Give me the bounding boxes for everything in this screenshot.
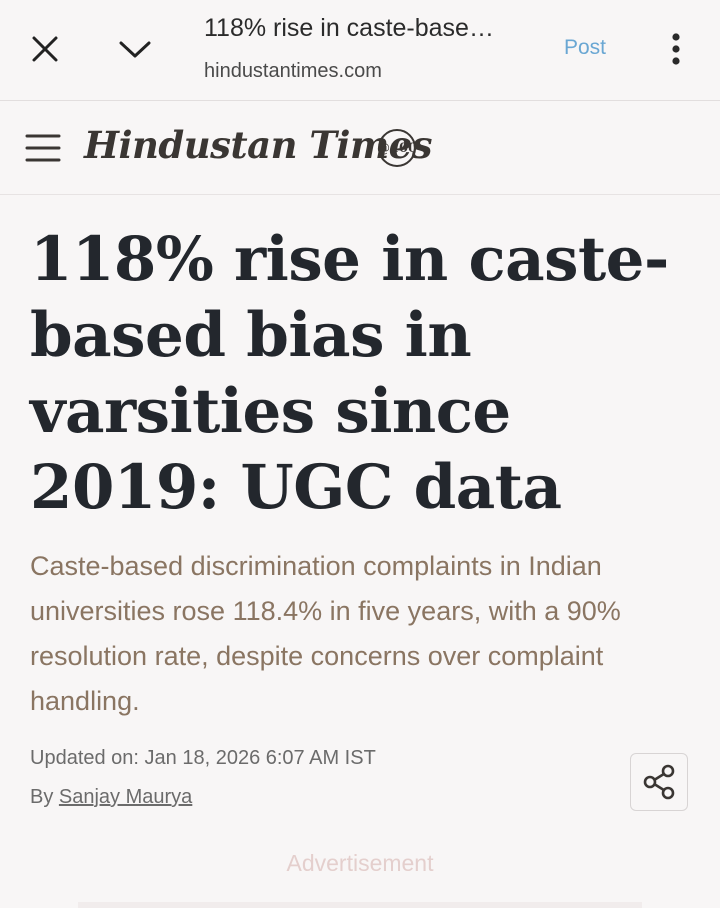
minimize-button[interactable] <box>112 26 158 72</box>
post-button[interactable]: Post <box>564 36 607 59</box>
byline-prefix: By <box>30 786 54 808</box>
browser-top-bar: 118% rise in caste-base… hindustantimes.… <box>0 0 720 101</box>
updated-timestamp: Updated on: Jan 18, 2026 6:07 AM IST <box>30 747 376 769</box>
site-header: Hindustan Times @100 <box>0 101 720 195</box>
more-options-button[interactable] <box>658 26 694 72</box>
author-link[interactable]: Sanjay Maurya <box>58 786 193 808</box>
logo-anniversary-badge: @100 <box>377 129 417 167</box>
more-vert-icon <box>672 33 680 65</box>
tab-url[interactable]: hindustantimes.com <box>204 60 382 82</box>
menu-button[interactable] <box>22 127 64 169</box>
chevron-down-icon <box>119 41 151 58</box>
hamburger-menu-icon <box>25 134 61 162</box>
close-icon <box>32 36 58 62</box>
tab-title: 118% rise in caste-base… <box>204 14 494 42</box>
advertisement-label: Advertisement <box>286 850 434 876</box>
advertisement-slot[interactable] <box>78 902 642 908</box>
byline: By Sanjay Maurya <box>30 786 192 809</box>
site-logo[interactable]: Hindustan Times <box>84 123 432 167</box>
article-summary: Caste-based discrimination complaints in… <box>30 551 621 716</box>
close-button[interactable] <box>22 26 68 72</box>
share-button[interactable] <box>630 753 688 811</box>
share-icon <box>643 764 675 800</box>
article-headline: 118% rise in caste-based bias in varsiti… <box>30 224 669 523</box>
